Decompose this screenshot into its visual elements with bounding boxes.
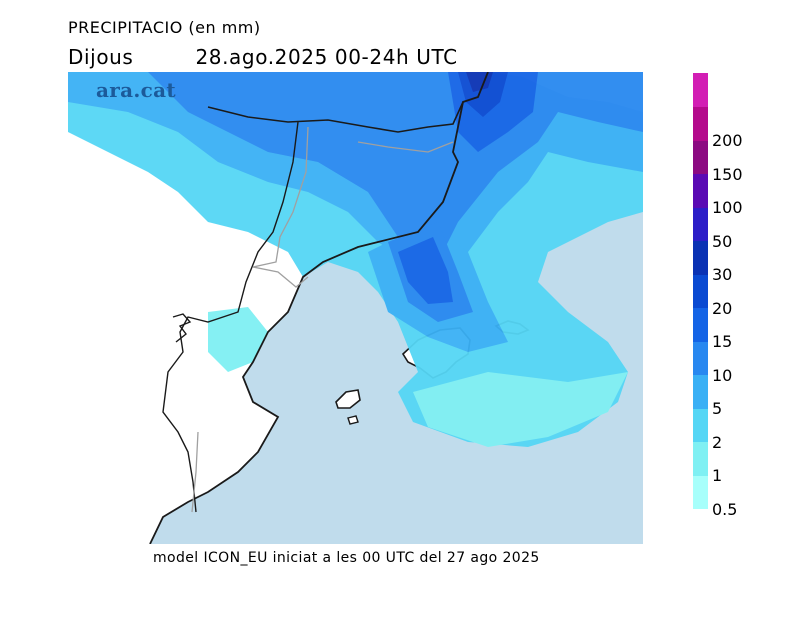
legend-label: 30 (712, 265, 733, 285)
legend-swatch (693, 73, 708, 108)
legend-label: 100 (712, 198, 743, 218)
brand-logo: ara.cat (96, 78, 176, 102)
legend-swatch (693, 341, 708, 376)
legend-label: 0.5 (712, 500, 738, 519)
legend-label: 2 (712, 432, 723, 452)
legend-swatch (693, 240, 708, 275)
border-west (162, 121, 299, 513)
coastline (149, 72, 489, 544)
legend-swatch (693, 140, 708, 175)
legend-label: 20 (712, 298, 733, 318)
legend-label: 1 (712, 466, 723, 486)
legend-label: 10 (712, 365, 733, 385)
country-border (207, 101, 464, 133)
legend-swatch (693, 441, 708, 476)
legend-label: 150 (712, 164, 743, 184)
precipitation-map (68, 72, 643, 544)
legend-swatch (693, 274, 708, 309)
legend-swatch (693, 374, 708, 409)
legend-swatch (693, 475, 708, 510)
legend-label: 200 (712, 131, 743, 151)
legend-swatch (693, 408, 708, 443)
legend-label: 15 (712, 332, 733, 352)
west-outline (172, 313, 192, 343)
legend-swatch (693, 106, 708, 141)
model-caption: model ICON_EU iniciat a les 00 UTC del 2… (153, 550, 540, 566)
period-label: 28.ago.2025 00-24h UTC (195, 45, 458, 69)
map-canvas (68, 72, 643, 544)
province-border (191, 126, 454, 513)
legend-label: 5 (712, 399, 723, 419)
color-legend (693, 73, 708, 510)
eivissa (335, 389, 361, 409)
legend-swatch (693, 207, 708, 242)
chart-title: PRECIPITACIO (en mm) (68, 18, 261, 37)
day-label: Dijous (68, 45, 134, 69)
date-line: Dijous 28.ago.2025 00-24h UTC (68, 45, 458, 69)
legend-swatch (693, 173, 708, 208)
legend-label: 50 (712, 231, 733, 251)
formentera (347, 415, 359, 425)
legend-swatch (693, 307, 708, 342)
